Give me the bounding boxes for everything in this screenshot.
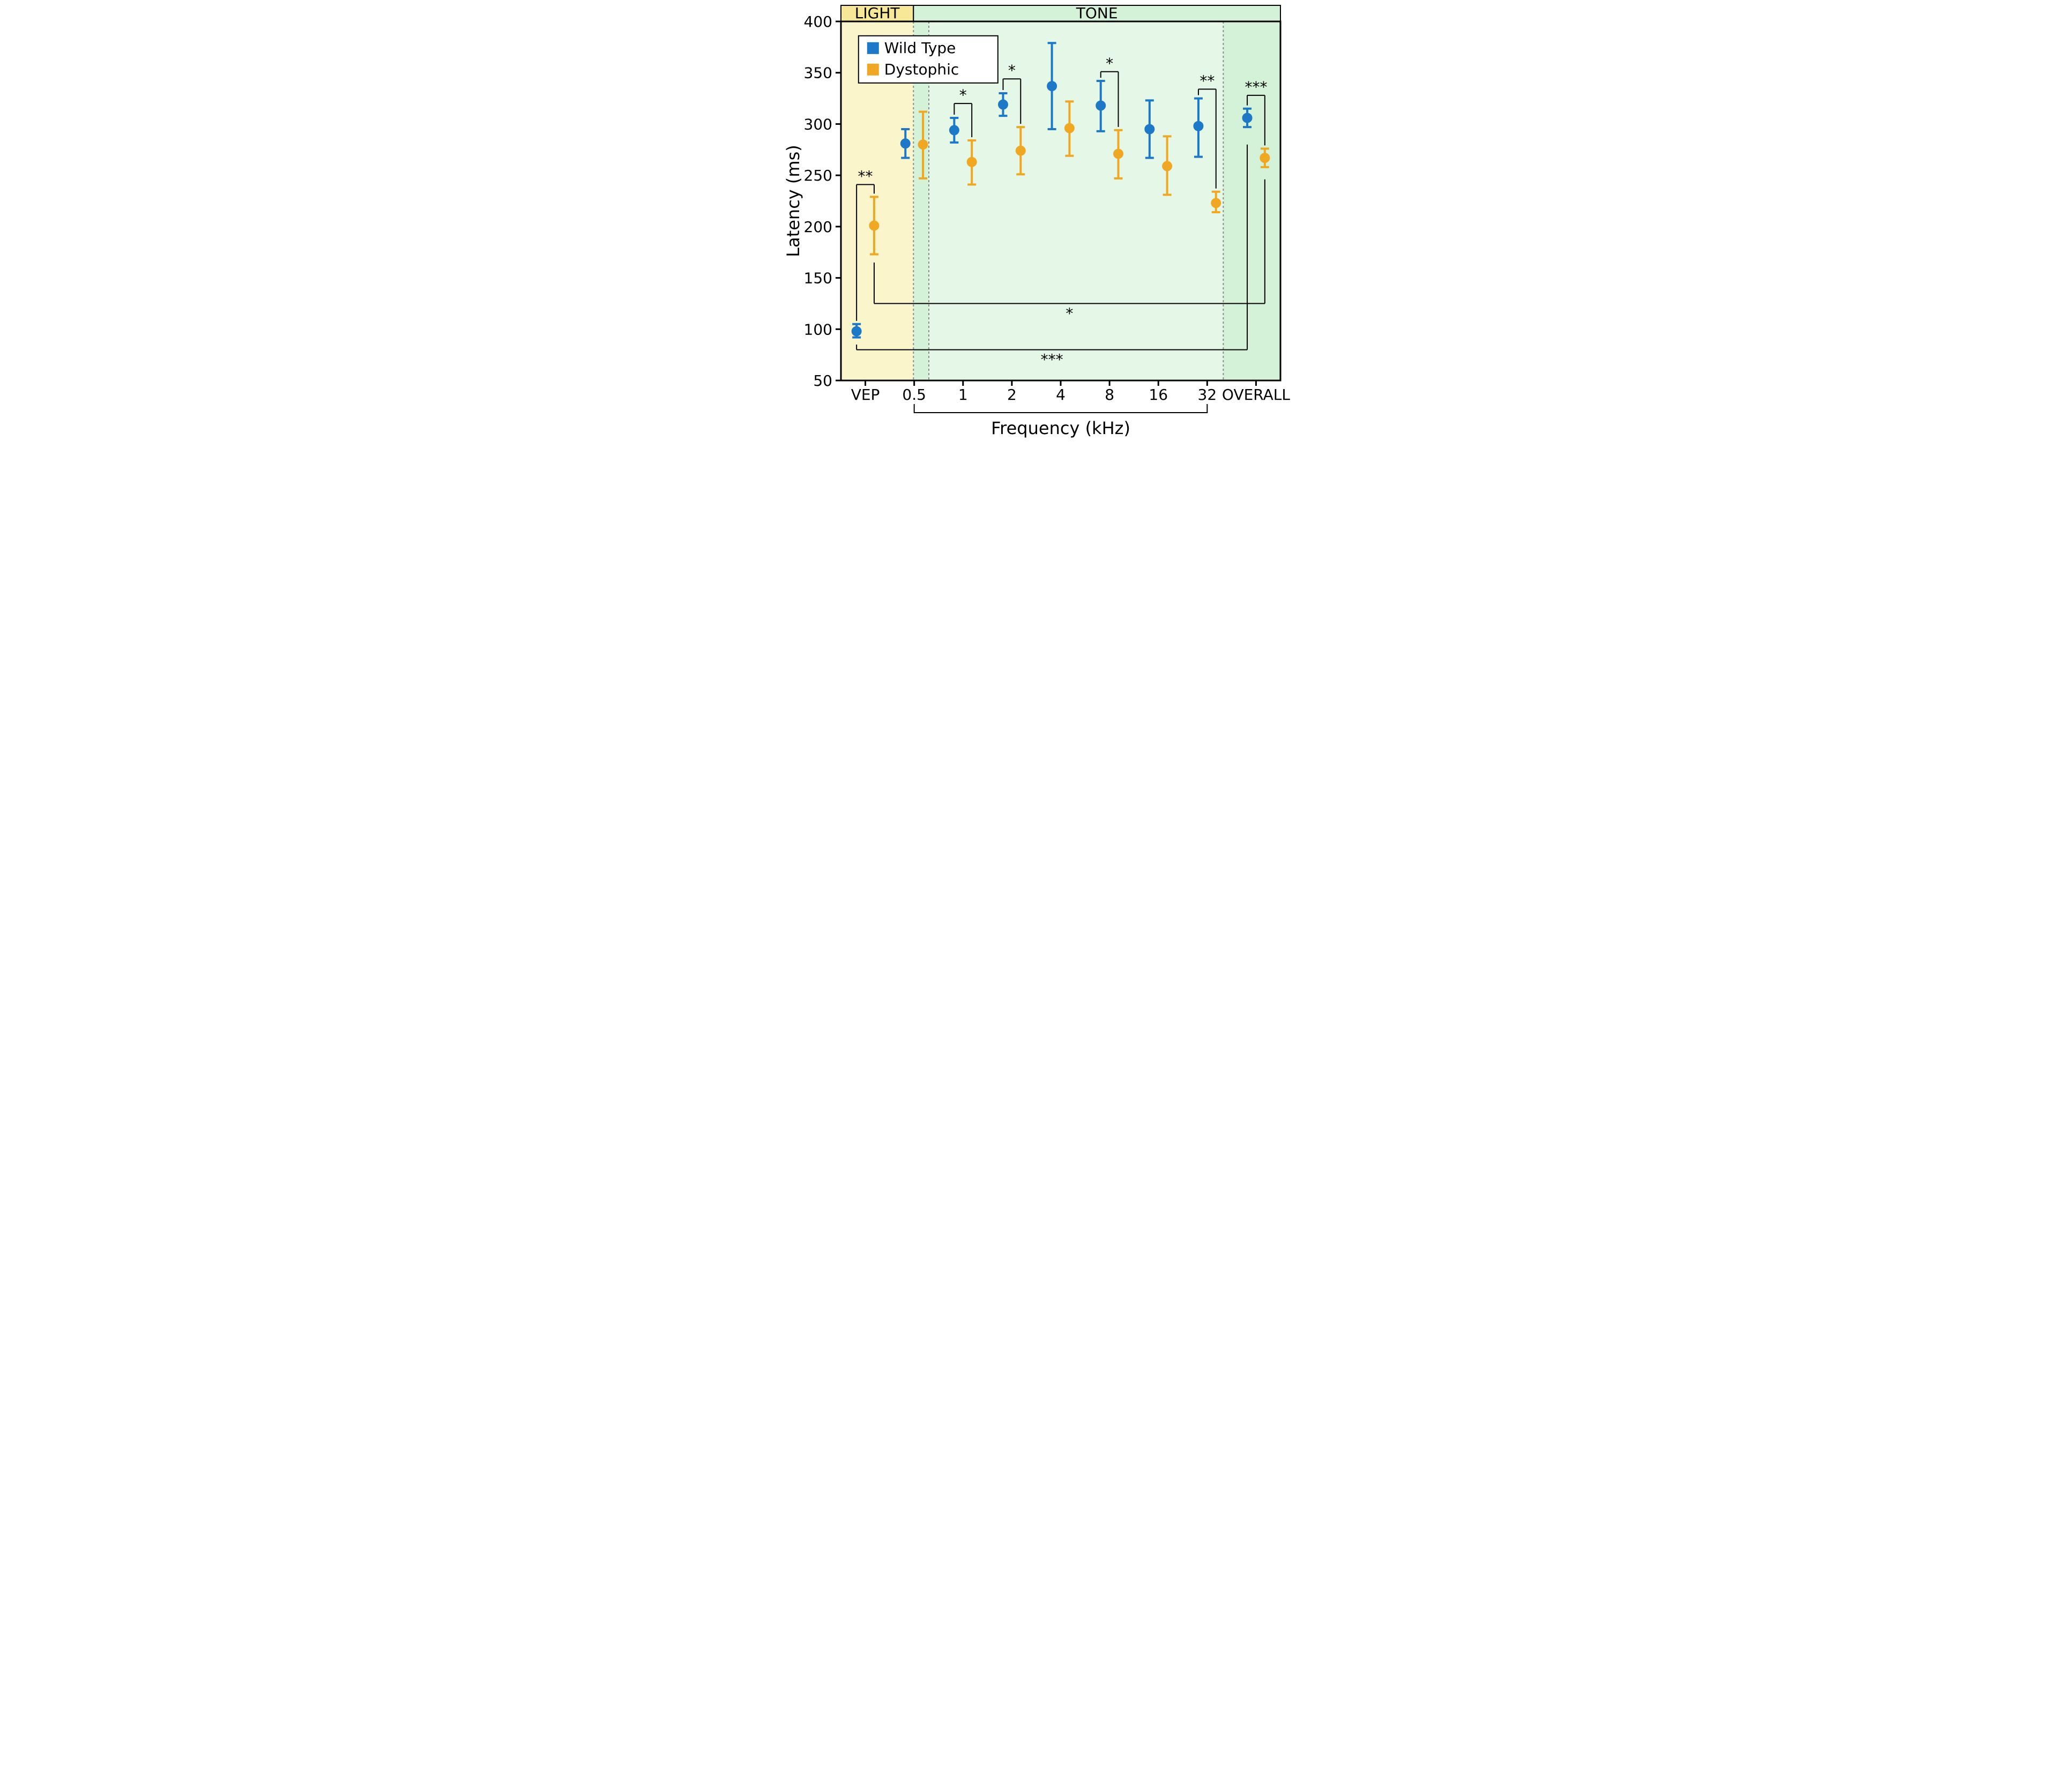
y-tick-label: 400 xyxy=(804,13,832,31)
sig-stars: * xyxy=(959,86,967,104)
region-label-light: LIGHT xyxy=(855,4,900,22)
x-tick-label: 8 xyxy=(1105,386,1114,404)
point-dyst xyxy=(1114,149,1123,159)
point-dyst xyxy=(918,140,928,150)
y-axis: 50 100 150 200 250 300 350 400 xyxy=(804,13,841,390)
sig-stars: ** xyxy=(1200,72,1215,89)
point-wild xyxy=(900,139,910,148)
region-header: LIGHT TONE xyxy=(841,4,1280,22)
x-tick-label: 16 xyxy=(1149,386,1168,404)
sig-stars: * xyxy=(1106,55,1113,72)
y-tick-label: 350 xyxy=(804,64,832,82)
sig-stars: ** xyxy=(858,167,873,185)
point-wild xyxy=(1096,101,1106,110)
x-tick-label: VEP xyxy=(851,386,880,404)
latency-chart: LIGHT TONE 50 100 150 200 250 300 350 400 Latency … xyxy=(777,0,1294,448)
region-label-tone: TONE xyxy=(1076,4,1118,22)
sig-stars: *** xyxy=(1245,78,1267,96)
sig-stars: *** xyxy=(1041,351,1063,369)
point-wild xyxy=(852,326,861,336)
point-dyst xyxy=(967,157,977,167)
x-axis: VEP 0.5 1 2 4 8 16 32 OVERALL Frequency (kHz) xyxy=(851,380,1291,438)
y-tick-label: 150 xyxy=(804,270,832,287)
y-tick-label: 250 xyxy=(804,167,832,184)
point-dyst xyxy=(869,221,879,230)
point-wild xyxy=(1145,124,1154,134)
y-axis-label: Latency (ms) xyxy=(783,145,803,257)
freq-bracket xyxy=(914,404,1208,413)
x-axis-label: Frequency (kHz) xyxy=(991,418,1130,438)
x-tick-label: 32 xyxy=(1198,386,1217,404)
point-wild xyxy=(1047,81,1057,91)
point-dyst xyxy=(1016,146,1025,155)
x-tick-label: 0.5 xyxy=(902,386,926,404)
sig-stars: * xyxy=(1008,62,1016,79)
x-tick-label: 1 xyxy=(958,386,968,404)
point-wild xyxy=(1194,121,1203,131)
point-wild xyxy=(949,125,959,135)
point-dyst xyxy=(1260,153,1270,163)
sig-stars: * xyxy=(1066,304,1073,322)
legend-swatch-dyst xyxy=(867,64,879,76)
point-dyst xyxy=(1211,198,1221,208)
point-dyst xyxy=(1163,161,1172,171)
y-tick-label: 100 xyxy=(804,320,832,338)
y-tick-label: 300 xyxy=(804,115,832,133)
legend: Wild Type Dystophic xyxy=(859,36,998,83)
point-wild xyxy=(1242,113,1252,123)
y-tick-label: 200 xyxy=(804,218,832,236)
point-dyst xyxy=(1064,123,1074,133)
y-tick-label: 50 xyxy=(813,372,832,390)
x-tick-label: OVERALL xyxy=(1222,386,1290,404)
x-tick-label: 2 xyxy=(1007,386,1017,404)
point-wild xyxy=(998,100,1008,109)
legend-label-dyst: Dystophic xyxy=(884,61,959,78)
x-tick-label: 4 xyxy=(1056,386,1066,404)
legend-label-wild: Wild Type xyxy=(884,39,956,57)
legend-swatch-wild xyxy=(867,42,879,54)
